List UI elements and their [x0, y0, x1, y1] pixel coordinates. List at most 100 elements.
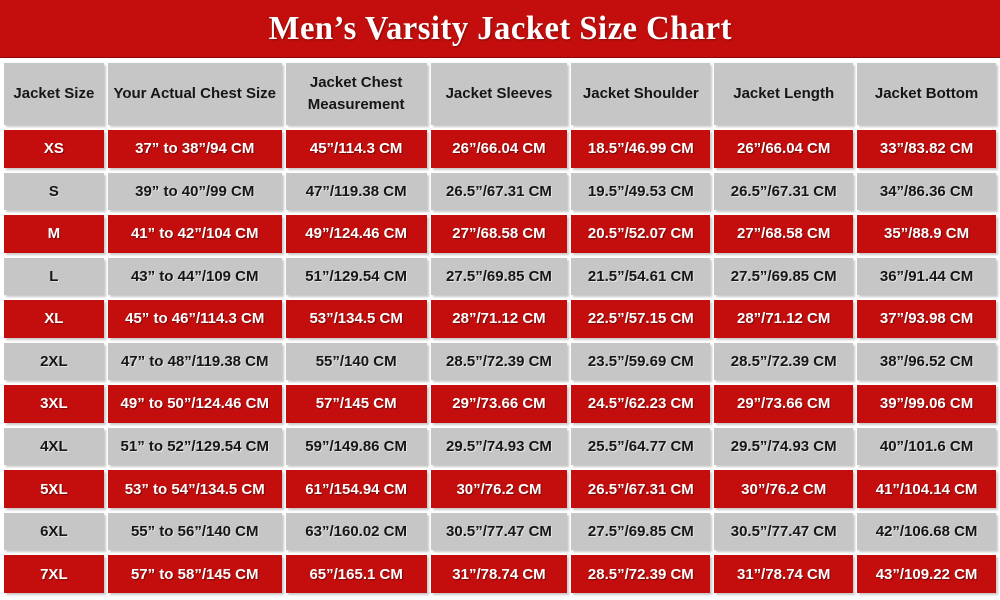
measurement-cell: 39”/99.06 CM [857, 385, 996, 423]
measurement-cell: 26”/66.04 CM [430, 130, 568, 168]
size-chart-table: Jacket Size Your Actual Chest Size Jacke… [0, 58, 1000, 598]
measurement-cell: 51”/129.54 CM [285, 257, 427, 296]
measurement-cell: 22.5”/57.15 CM [571, 300, 711, 338]
table-row-xs: XS 37” to 38”/94 CM 45”/114.3 CM 26”/66.04 … [4, 130, 996, 168]
measurement-cell: 35”/88.9 CM [857, 215, 996, 253]
measurement-cell: 57”/145 CM [285, 385, 427, 423]
measurement-cell: 37”/93.98 CM [857, 300, 996, 338]
measurement-cell: 26”/66.04 CM [714, 130, 854, 168]
column-header-chest-measurement: Jacket Chest Measurement [285, 63, 427, 125]
size-cell: M [4, 215, 104, 253]
measurement-cell: 18.5”/46.99 CM [571, 130, 711, 168]
table-row-l: L 43” to 44”/109 CM 51”/129.54 CM 27.5”/69.… [4, 257, 996, 296]
measurement-cell: 30”/76.2 CM [430, 470, 568, 508]
measurement-cell: 59”/149.86 CM [285, 427, 427, 466]
measurement-cell: 55”/140 CM [285, 342, 427, 381]
measurement-cell: 38”/96.52 CM [857, 342, 996, 381]
column-header-bottom: Jacket Bottom [857, 63, 996, 125]
column-header-sleeves: Jacket Sleeves [430, 63, 568, 125]
table-row-7xl: 7XL 57” to 58”/145 CM 65”/165.1 CM 31”/78.7… [4, 555, 996, 593]
column-header-length: Jacket Length [714, 63, 854, 125]
measurement-cell: 19.5”/49.53 CM [571, 172, 711, 211]
size-cell: 7XL [4, 555, 104, 593]
measurement-cell: 29.5”/74.93 CM [714, 427, 854, 466]
measurement-cell: 26.5”/67.31 CM [430, 172, 568, 211]
measurement-cell: 26.5”/67.31 CM [571, 470, 711, 508]
measurement-cell: 55” to 56”/140 CM [107, 512, 282, 551]
measurement-cell: 27”/68.58 CM [430, 215, 568, 253]
table-row-5xl: 5XL 53” to 54”/134.5 CM 61”/154.94 CM 30”/7… [4, 470, 996, 508]
size-cell: S [4, 172, 104, 211]
size-cell: L [4, 257, 104, 296]
measurement-cell: 29.5”/74.93 CM [430, 427, 568, 466]
table-row-xl: XL 45” to 46”/114.3 CM 53”/134.5 CM 28”/71.… [4, 300, 996, 338]
measurement-cell: 27.5”/69.85 CM [571, 512, 711, 551]
measurement-cell: 49”/124.46 CM [285, 215, 427, 253]
measurement-cell: 25.5”/64.77 CM [571, 427, 711, 466]
measurement-cell: 36”/91.44 CM [857, 257, 996, 296]
measurement-cell: 30”/76.2 CM [714, 470, 854, 508]
measurement-cell: 20.5”/52.07 CM [571, 215, 711, 253]
measurement-cell: 29”/73.66 CM [714, 385, 854, 423]
measurement-cell: 37” to 38”/94 CM [107, 130, 282, 168]
measurement-cell: 65”/165.1 CM [285, 555, 427, 593]
size-cell: 2XL [4, 342, 104, 381]
measurement-cell: 31”/78.74 CM [430, 555, 568, 593]
measurement-cell: 43”/109.22 CM [857, 555, 996, 593]
measurement-cell: 42”/106.68 CM [857, 512, 996, 551]
table-row-2xl: 2XL 47” to 48”/119.38 CM 55”/140 CM 28.5”/7… [4, 342, 996, 381]
measurement-cell: 33”/83.82 CM [857, 130, 996, 168]
size-cell: XL [4, 300, 104, 338]
measurement-cell: 51” to 52”/129.54 CM [107, 427, 282, 466]
size-cell: 3XL [4, 385, 104, 423]
measurement-cell: 30.5”/77.47 CM [714, 512, 854, 551]
measurement-cell: 53” to 54”/134.5 CM [107, 470, 282, 508]
measurement-cell: 27.5”/69.85 CM [714, 257, 854, 296]
measurement-cell: 21.5”/54.61 CM [571, 257, 711, 296]
measurement-cell: 34”/86.36 CM [857, 172, 996, 211]
measurement-cell: 28.5”/72.39 CM [571, 555, 711, 593]
header-row: Jacket Size Your Actual Chest Size Jacke… [4, 63, 996, 125]
measurement-cell: 41” to 42”/104 CM [107, 215, 282, 253]
column-header-jacket-size: Jacket Size [4, 63, 104, 125]
size-cell: 6XL [4, 512, 104, 551]
measurement-cell: 28”/71.12 CM [714, 300, 854, 338]
measurement-cell: 30.5”/77.47 CM [430, 512, 568, 551]
measurement-cell: 39” to 40”/99 CM [107, 172, 282, 211]
table-body: XS 37” to 38”/94 CM 45”/114.3 CM 26”/66.04 … [4, 130, 996, 593]
table-row-m: M 41” to 42”/104 CM 49”/124.46 CM 27”/68.58… [4, 215, 996, 253]
measurement-cell: 28.5”/72.39 CM [714, 342, 854, 381]
table-row-s: S 39” to 40”/99 CM 47”/119.38 CM 26.5”/67.3… [4, 172, 996, 211]
measurement-cell: 23.5”/59.69 CM [571, 342, 711, 381]
measurement-cell: 41”/104.14 CM [857, 470, 996, 508]
measurement-cell: 29”/73.66 CM [430, 385, 568, 423]
measurement-cell: 63”/160.02 CM [285, 512, 427, 551]
title-bar: Men’s Varsity Jacket Size Chart [0, 0, 1000, 58]
page-title: Men’s Varsity Jacket Size Chart [268, 9, 732, 47]
size-cell: 4XL [4, 427, 104, 466]
column-header-shoulder: Jacket Shoulder [571, 63, 711, 125]
measurement-cell: 28”/71.12 CM [430, 300, 568, 338]
measurement-cell: 40”/101.6 CM [857, 427, 996, 466]
measurement-cell: 31”/78.74 CM [714, 555, 854, 593]
measurement-cell: 45”/114.3 CM [285, 130, 427, 168]
measurement-cell: 57” to 58”/145 CM [107, 555, 282, 593]
measurement-cell: 27”/68.58 CM [714, 215, 854, 253]
column-header-actual-chest-size: Your Actual Chest Size [107, 63, 282, 125]
measurement-cell: 45” to 46”/114.3 CM [107, 300, 282, 338]
measurement-cell: 24.5”/62.23 CM [571, 385, 711, 423]
table-row-4xl: 4XL 51” to 52”/129.54 CM 59”/149.86 CM 29.5… [4, 427, 996, 466]
measurement-cell: 43” to 44”/109 CM [107, 257, 282, 296]
measurement-cell: 47”/119.38 CM [285, 172, 427, 211]
measurement-cell: 49” to 50”/124.46 CM [107, 385, 282, 423]
size-cell: XS [4, 130, 104, 168]
table-row-6xl: 6XL 55” to 56”/140 CM 63”/160.02 CM 30.5”/7… [4, 512, 996, 551]
measurement-cell: 61”/154.94 CM [285, 470, 427, 508]
measurement-cell: 26.5”/67.31 CM [714, 172, 854, 211]
measurement-cell: 47” to 48”/119.38 CM [107, 342, 282, 381]
measurement-cell: 28.5”/72.39 CM [430, 342, 568, 381]
size-cell: 5XL [4, 470, 104, 508]
measurement-cell: 53”/134.5 CM [285, 300, 427, 338]
table-row-3xl: 3XL 49” to 50”/124.46 CM 57”/145 CM 29”/73.… [4, 385, 996, 423]
measurement-cell: 27.5”/69.85 CM [430, 257, 568, 296]
